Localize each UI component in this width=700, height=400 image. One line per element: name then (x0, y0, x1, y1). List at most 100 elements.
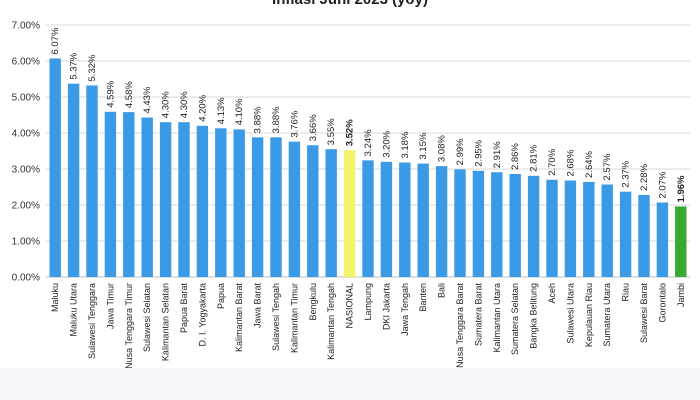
value-label: 3.15% (418, 132, 429, 159)
bar (509, 174, 521, 277)
value-label: 2.37% (621, 160, 632, 187)
y-tick-label: 7.00% (12, 21, 40, 32)
x-tick-label: Jawa Barat (253, 283, 263, 329)
value-label: 4.10% (234, 98, 245, 125)
x-tick-label: Sulawesi Utara (565, 283, 575, 344)
bar (619, 191, 632, 277)
value-label: 3.08% (437, 135, 448, 162)
value-label: 2.68% (565, 149, 576, 176)
x-tick-label: Bangka Belitung (529, 283, 539, 349)
value-label: 2.91% (492, 141, 503, 168)
x-tick-label: Jawa Timur (105, 283, 115, 329)
x-tick-label: Kalimantan Barat (234, 283, 244, 353)
value-label: 3.88% (271, 106, 282, 133)
value-label: 3.20% (381, 130, 392, 157)
x-tick-label: D. I. Yogyakarta (197, 283, 207, 347)
y-tick-label: 5.00% (12, 93, 40, 104)
value-label: 2.86% (510, 143, 521, 170)
bar (251, 137, 264, 277)
bar (454, 169, 466, 277)
value-label: 4.30% (161, 91, 172, 118)
value-label: 2.70% (547, 148, 558, 175)
x-tick-label: Kepulauan Riau (584, 283, 594, 347)
x-tick-label: Jambi (676, 283, 686, 307)
value-label: 3.76% (289, 110, 300, 137)
value-label: 3.24% (363, 129, 374, 156)
x-tick-label: Banten (418, 283, 428, 312)
value-label: 2.95% (473, 139, 484, 166)
value-label: 4.59% (105, 80, 116, 107)
value-label: 2.64% (584, 150, 595, 177)
bar (491, 172, 503, 277)
bar (49, 58, 61, 278)
bar (159, 122, 172, 277)
x-tick-label: Bali (437, 283, 447, 298)
x-tick-label: Sulawesi Tenggara (87, 283, 97, 359)
bar (86, 85, 98, 277)
bar (307, 145, 319, 277)
value-label: 4.13% (216, 97, 227, 124)
value-label: 6.07% (50, 27, 61, 54)
value-label: 5.32% (87, 54, 98, 81)
value-label: 2.57% (602, 153, 613, 180)
bottom-band (0, 368, 700, 400)
x-tick-label: Nusa Tenggara Barat (455, 283, 465, 368)
value-label: 2.99% (455, 138, 466, 165)
x-tick-label: Sulawesi Tengah (271, 283, 281, 351)
x-tick-label: Kalimantan Utara (492, 283, 502, 353)
bar (583, 181, 595, 277)
x-tick-label: Maluku Utara (69, 283, 79, 337)
value-label: 2.81% (529, 144, 540, 171)
y-tick-label: 2.00% (12, 201, 40, 212)
y-tick-label: 0.00% (12, 273, 40, 284)
bar (656, 202, 669, 277)
value-label: 1.96% (676, 175, 687, 202)
x-tick-label: Jawa Tengah (400, 283, 410, 336)
x-tick-label: Nusa Tenggara Timur (124, 283, 134, 369)
x-tick-label: Sumatera Utara (602, 283, 612, 347)
y-tick-label: 3.00% (12, 165, 40, 176)
x-tick-label: Papua Barat (179, 283, 189, 334)
bar (638, 194, 650, 277)
bar (564, 180, 577, 277)
bar (325, 149, 337, 277)
value-label: 2.28% (639, 163, 650, 190)
x-tick-label: Bengkulu (308, 283, 318, 321)
x-tick-label: Kalimantan Tengah (326, 283, 336, 360)
value-label: 2.07% (657, 171, 668, 198)
y-tick-label: 1.00% (12, 237, 40, 248)
bar (288, 141, 301, 277)
value-label: 3.66% (308, 114, 319, 141)
bar (67, 83, 80, 278)
value-label: 5.37% (69, 52, 80, 79)
bar (270, 137, 282, 277)
bar (472, 170, 485, 277)
value-label: 4.43% (142, 86, 153, 113)
x-tick-label: Gorontalo (657, 283, 667, 323)
x-tick-label: Papua (216, 283, 226, 309)
x-tick-label: DKI Jakarta (381, 283, 391, 330)
x-tick-label: Sumatera Selatan (510, 283, 520, 355)
x-tick-label: Sulawesi Selatan (142, 283, 152, 352)
value-label: 3.52% (345, 119, 356, 146)
bar (123, 112, 135, 278)
value-label: 4.20% (197, 94, 208, 121)
x-tick-label: Lampung (363, 283, 373, 321)
value-label: 3.55% (326, 118, 337, 145)
bar (417, 163, 429, 277)
bar (601, 184, 613, 277)
bar (215, 128, 227, 277)
bar (141, 117, 153, 278)
chart-title: Inflasi Juni 2023 (yoy) (0, 0, 700, 8)
bar (675, 206, 687, 277)
x-tick-label: NASIONAL (345, 283, 355, 329)
x-tick-label: Sulawesi Barat (639, 283, 649, 344)
x-tick-label: Kalimantan Selatan (161, 283, 171, 361)
x-tick-label: Riau (621, 283, 631, 302)
bar (196, 125, 209, 277)
bar (362, 160, 374, 277)
bar (233, 129, 245, 277)
x-tick-label: Kalimantan Timur (289, 283, 299, 353)
x-tick-label: Aceh (547, 283, 557, 304)
bar (104, 111, 117, 277)
